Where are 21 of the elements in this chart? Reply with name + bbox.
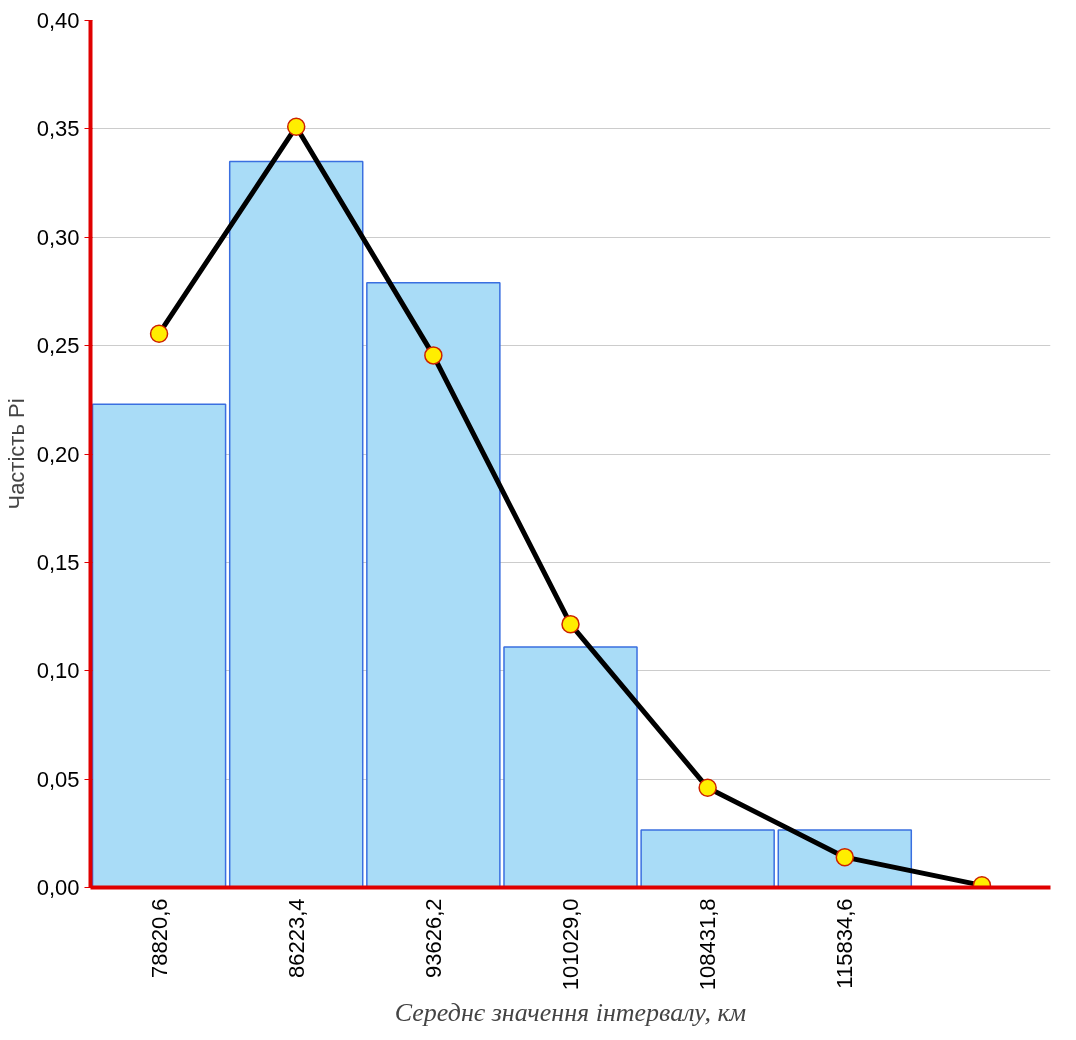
x-tick-label: 101029,0 xyxy=(558,898,583,991)
y-tick-label: 0,20 xyxy=(36,441,80,467)
y-tick-label: 0,25 xyxy=(36,333,80,359)
y-tick-label: 0,05 xyxy=(36,766,80,792)
bar xyxy=(228,160,364,888)
x-tick-label: 108431,8 xyxy=(695,898,721,991)
bar xyxy=(640,829,775,888)
bar xyxy=(366,282,501,888)
y-axis-title: Частість Pi xyxy=(3,398,29,510)
bar xyxy=(503,646,638,888)
y-tick-label: 0,00 xyxy=(36,875,80,900)
y-tick-label: 0,15 xyxy=(36,549,80,575)
y-tick-label: 0,40 xyxy=(36,8,80,33)
x-tick-label: 86223,4 xyxy=(283,898,309,979)
x-tick-label: 115834,6 xyxy=(832,898,858,989)
y-tick-label: 0,35 xyxy=(36,116,80,142)
y-tick-label: 0,30 xyxy=(36,224,80,250)
x-axis-title: Середнє значення інтервалу, км xyxy=(394,998,747,1028)
x-tick-label: 78820,6 xyxy=(146,898,172,979)
x-tick-label: 93626,2 xyxy=(420,898,446,979)
y-tick-label: 0,10 xyxy=(36,658,80,684)
